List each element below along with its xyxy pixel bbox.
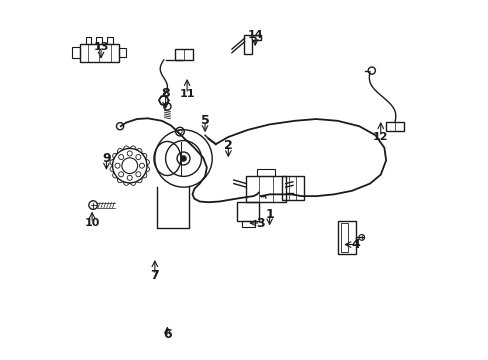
Text: 13: 13 [93,42,108,52]
Bar [107,37,113,44]
Bar [237,202,258,221]
Bar [119,48,126,57]
Bar [72,47,80,58]
Text: 8: 8 [161,87,169,100]
Bar [241,221,254,226]
Bar [96,37,102,44]
Circle shape [180,156,186,161]
Bar [337,221,355,253]
Bar [246,176,285,202]
Text: 4: 4 [350,238,359,251]
Text: 9: 9 [102,152,110,165]
Text: 2: 2 [224,139,232,152]
Bar [174,49,192,60]
Text: 5: 5 [200,114,209,127]
Bar [80,44,119,62]
Text: 6: 6 [163,328,171,341]
Text: 14: 14 [247,30,263,40]
Bar [386,122,403,131]
Bar [85,37,91,44]
Bar [341,223,347,252]
Bar [282,176,303,200]
Text: 1: 1 [264,208,273,221]
Text: 10: 10 [84,218,100,228]
Text: 11: 11 [179,89,195,99]
Text: 7: 7 [150,269,159,282]
Text: 12: 12 [372,132,388,142]
Bar [257,169,274,176]
Text: 3: 3 [256,216,264,230]
